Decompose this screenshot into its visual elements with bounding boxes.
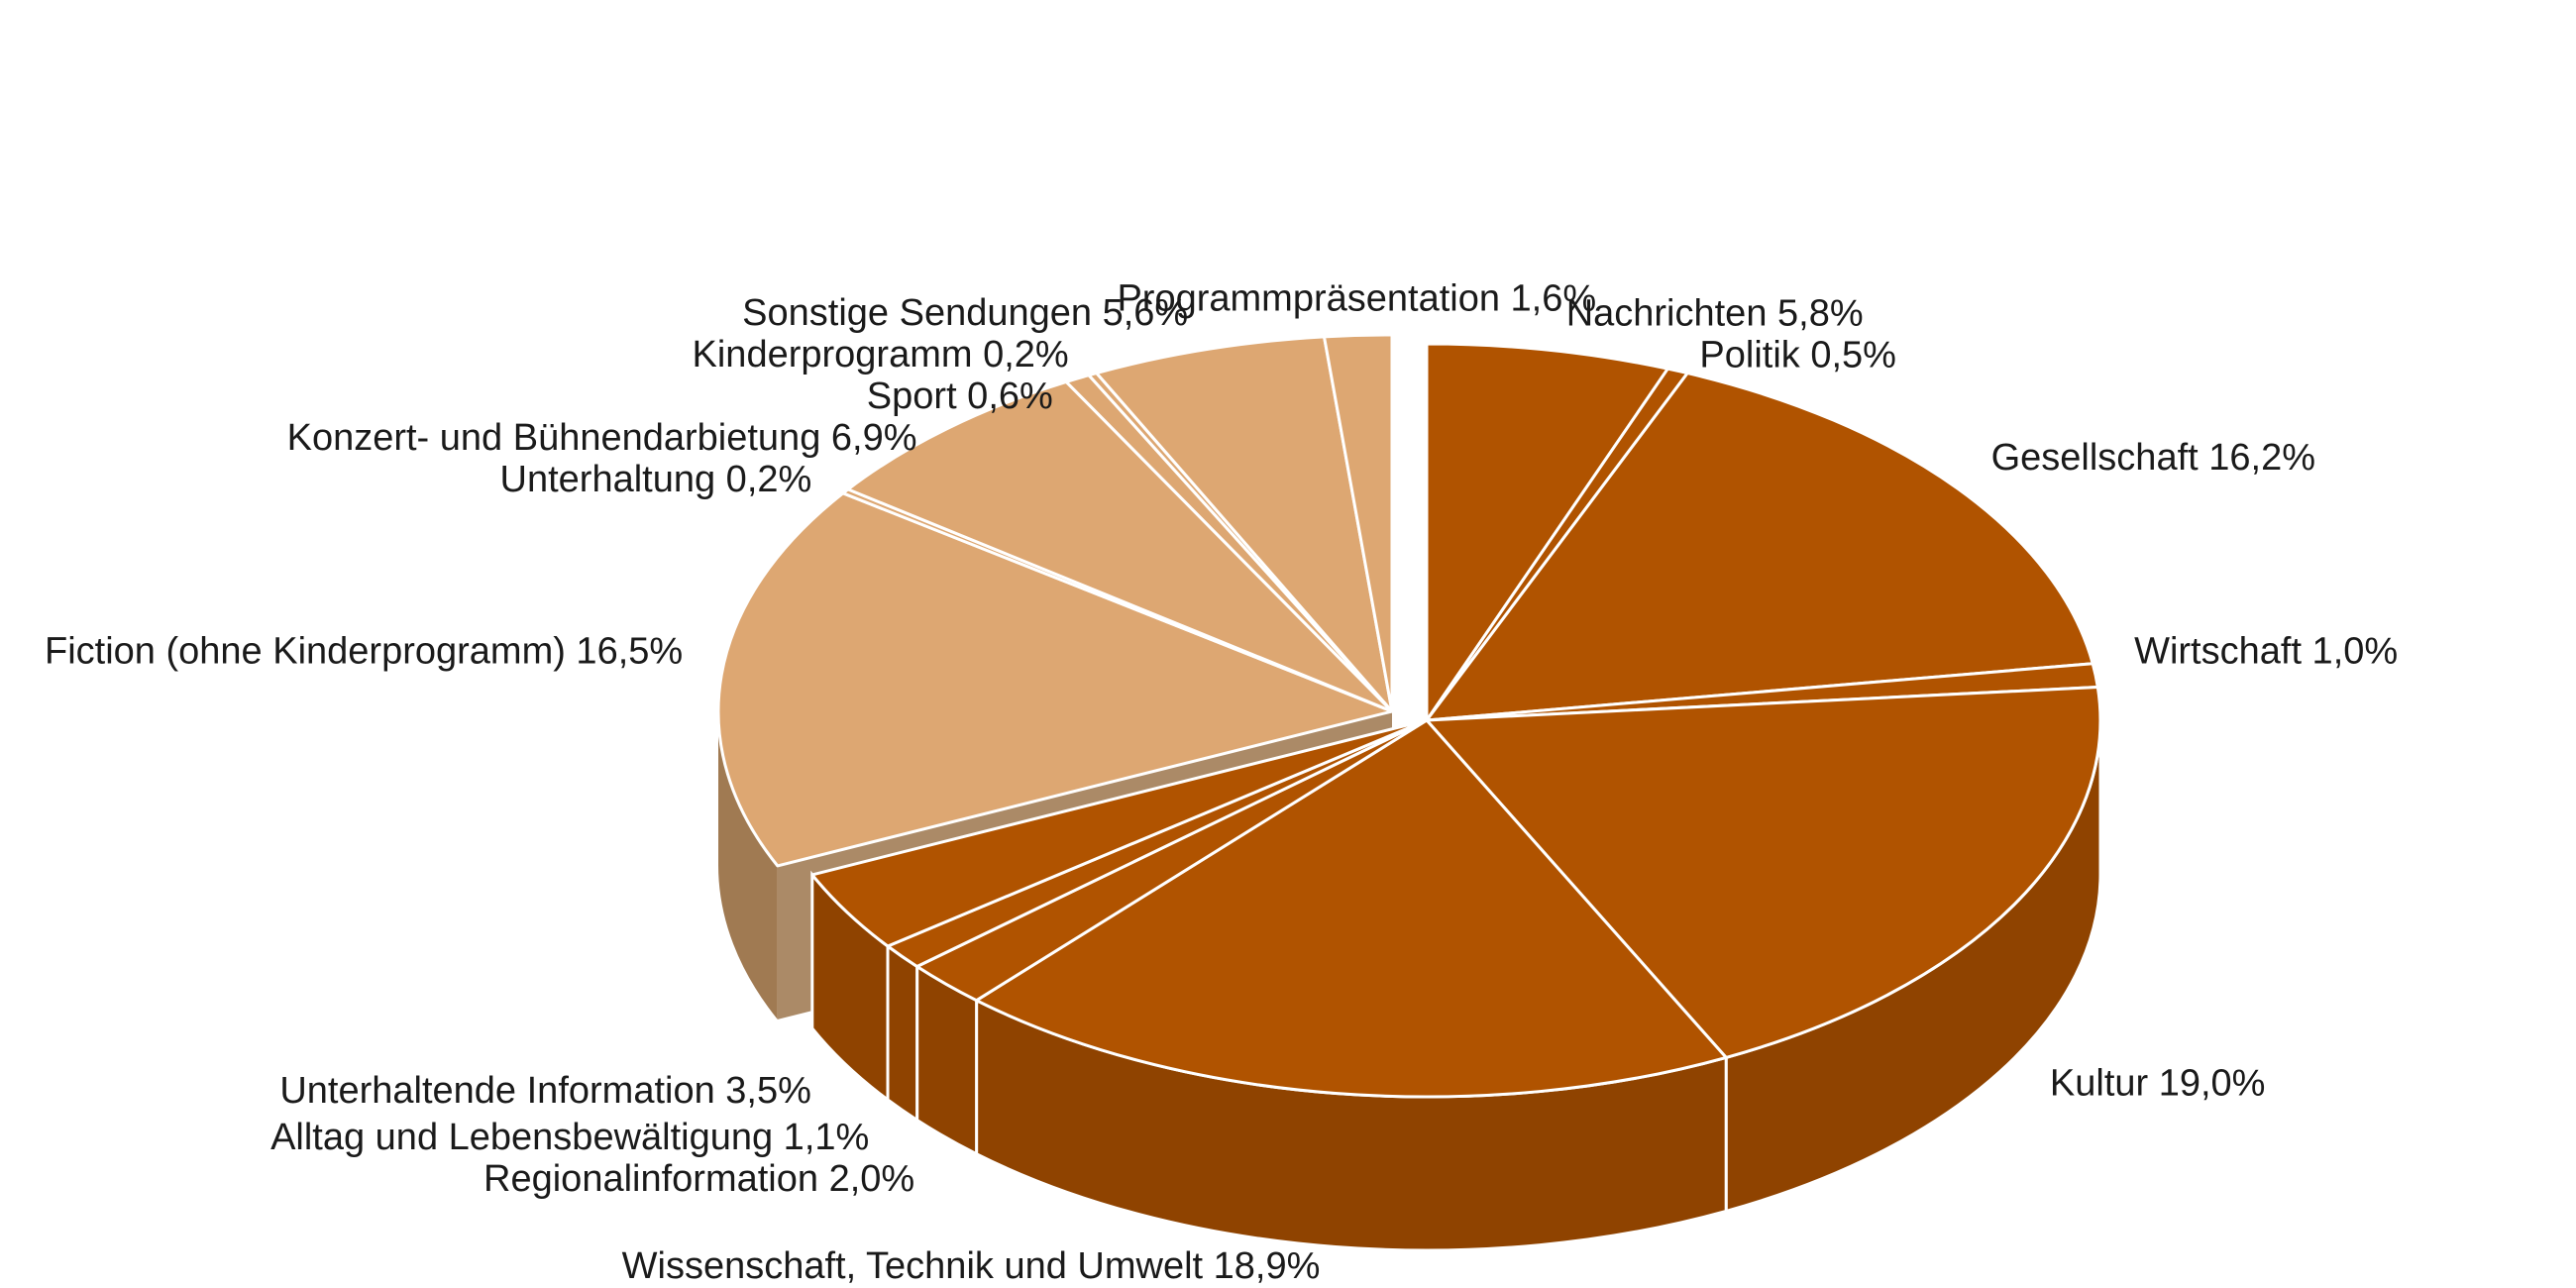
slice-konzert-und-buehnendarbietung xyxy=(846,379,1394,713)
label-wirtschaft: Wirtschaft 1,0% xyxy=(2134,631,2398,673)
slice-wissenschaft-technik-und-umwelt xyxy=(975,718,1728,1099)
label-fiction-ohne-kinderprogramm: Fiction (ohne Kinderprogramm) 16,5% xyxy=(45,630,683,672)
label-alltag-und-lebensbewaeltigung: Alltag und Lebensbewältigung 1,1% xyxy=(270,1117,869,1158)
label-nachrichten: Nachrichten 5,8% xyxy=(1566,292,1864,334)
side-outer-group-b xyxy=(717,711,778,1020)
side-alltag-und-lebensbewaeltigung xyxy=(886,943,919,1124)
slice-nachrichten xyxy=(1425,342,1669,722)
label-sonstige-sendungen: Sonstige Sendungen 5,6% xyxy=(742,292,1188,334)
label-politik: Politik 0,5% xyxy=(1699,334,1896,376)
label-wissenschaft-technik-und-umwelt: Wissenschaft, Technik und Umwelt 18,9% xyxy=(622,1245,1321,1287)
slice-kultur xyxy=(1425,686,2102,1059)
pie-tops xyxy=(716,333,2102,1099)
slice-unterhaltende-information xyxy=(810,718,1429,948)
label-kinderprogramm: Kinderprogramm 0,2% xyxy=(693,334,1069,376)
pie-labels: Nachrichten 5,8%Politik 0,5% Gesellschaft… xyxy=(45,277,2398,1287)
label-unterhaltende-information: Unterhaltende Information 3,5% xyxy=(279,1070,811,1112)
slice-gesellschaft xyxy=(1425,372,2094,722)
label-konzert-und-buehnendarbietung: Konzert- und Bühnendarbietung 6,9% xyxy=(287,417,917,459)
slice-fiction-ohne-kinderprogramm xyxy=(716,491,1394,868)
slice-programmpraesentation xyxy=(1323,333,1394,713)
label-regionalinformation: Regionalinformation 2,0% xyxy=(483,1158,914,1200)
label-sport: Sport 0,6% xyxy=(867,376,1053,417)
label-gesellschaft: Gesellschaft 16,2% xyxy=(1991,437,2315,479)
slice-sonstige-sendungen xyxy=(1095,335,1394,713)
label-kultur: Kultur 19,0% xyxy=(2050,1062,2266,1104)
label-programmpraesentation: Programmpräsentation 1,6% xyxy=(1117,277,1596,319)
label-unterhaltung: Unterhaltung 0,2% xyxy=(500,459,812,500)
